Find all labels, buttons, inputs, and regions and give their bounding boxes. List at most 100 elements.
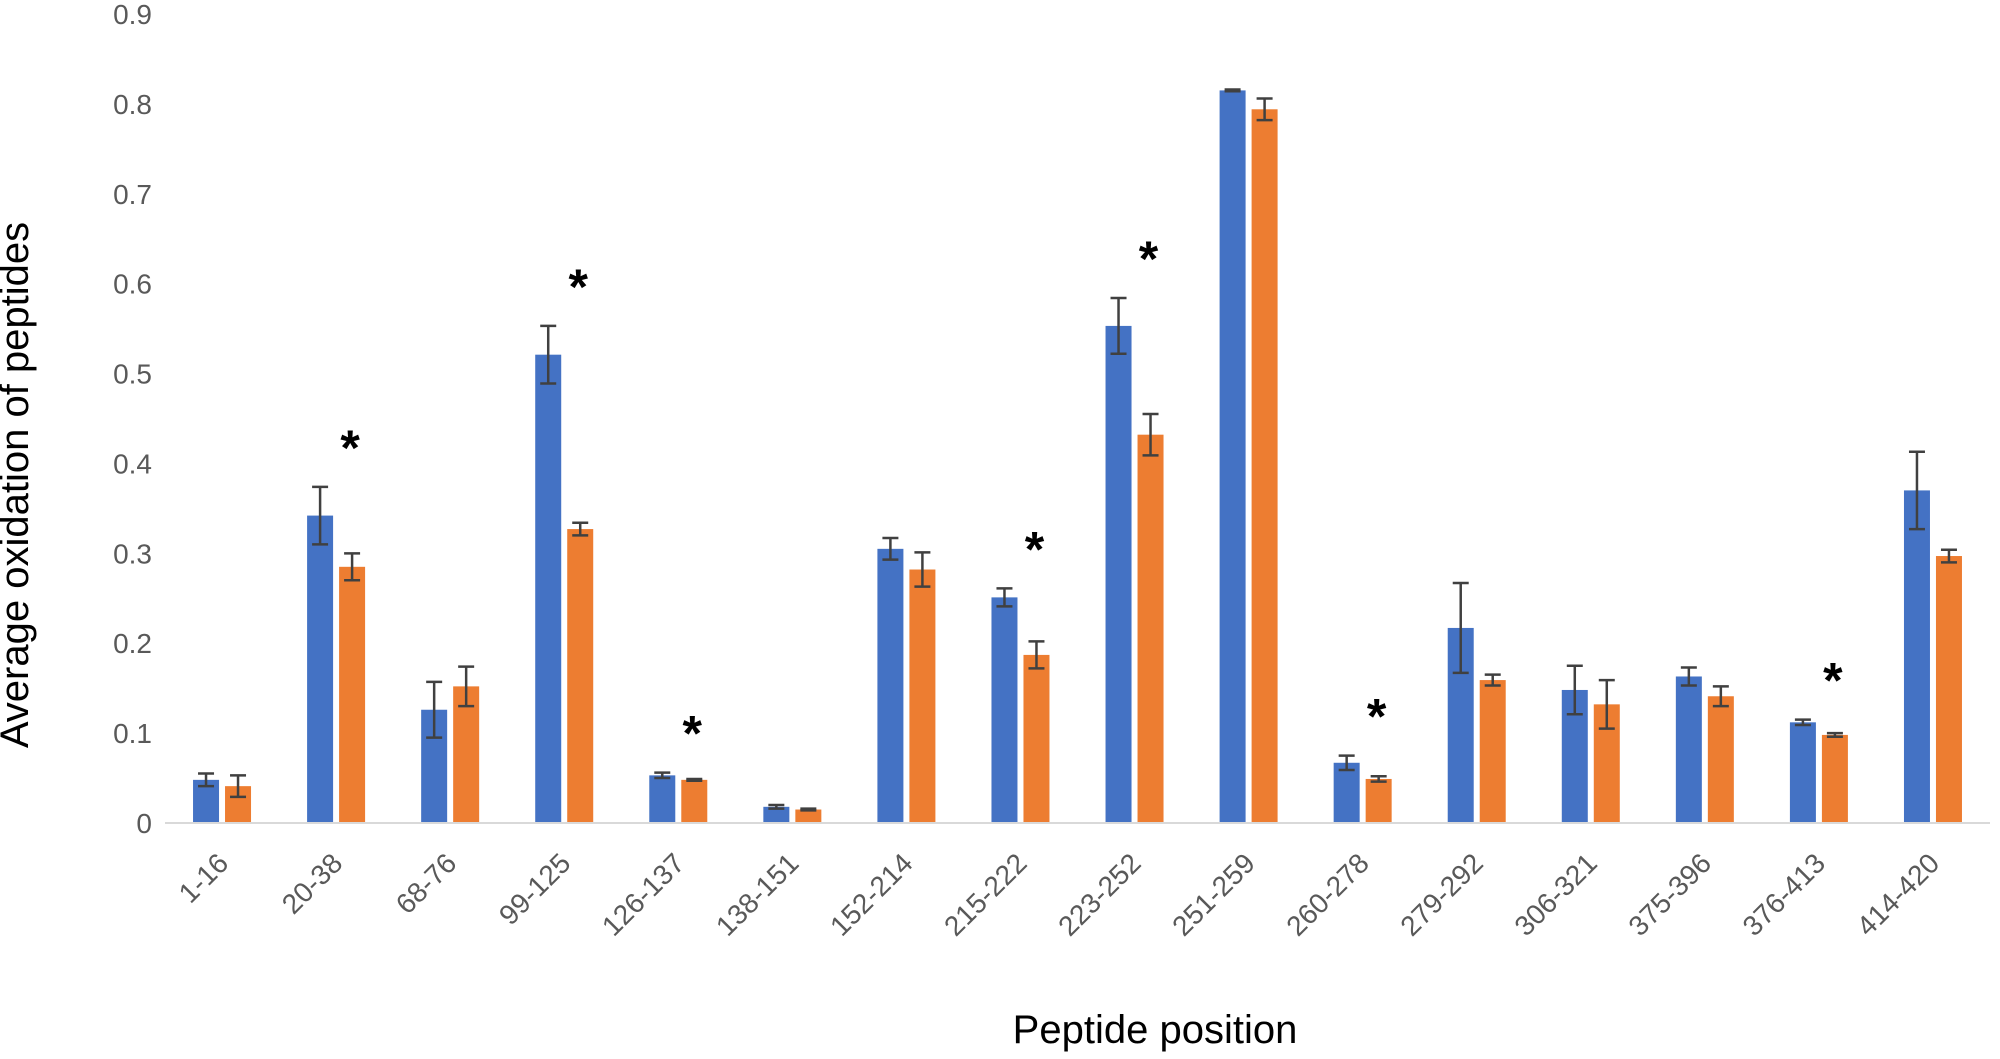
bar-series-1	[1219, 90, 1246, 823]
x-tick-label: 126-137	[596, 847, 691, 942]
y-tick-label: 0.5	[113, 359, 152, 390]
bar-series-1	[1903, 490, 1930, 823]
bar-series-1	[1105, 325, 1132, 823]
x-tick-label: 215-222	[938, 847, 1033, 942]
x-tick-label: 376-413	[1737, 847, 1832, 942]
error-bar	[800, 807, 817, 812]
error-bar	[1908, 450, 1925, 531]
error-bar	[1224, 88, 1241, 93]
bar-series-1	[1789, 722, 1816, 823]
x-axis-title: Peptide position	[1013, 1008, 1298, 1052]
bar-series-1	[307, 515, 334, 823]
bar-series-2	[1137, 434, 1164, 823]
error-bar	[1338, 754, 1355, 772]
y-tick-label: 0.8	[113, 89, 152, 120]
bar-series-1	[649, 775, 676, 823]
y-tick-label: 0	[136, 808, 152, 839]
error-bar	[1794, 718, 1811, 727]
x-tick-label: 375-396	[1622, 847, 1717, 942]
y-tick-label: 0.9	[113, 0, 152, 30]
significance-star: *	[340, 420, 360, 476]
error-bar	[230, 774, 247, 799]
bar-series-1	[877, 548, 904, 823]
x-tick-label: 223-252	[1052, 847, 1147, 942]
y-tick-label: 0.2	[113, 628, 152, 659]
significance-star: *	[568, 259, 588, 315]
error-bar	[1680, 666, 1697, 687]
bar-series-2	[1479, 680, 1506, 823]
x-tick-label: 414-420	[1851, 847, 1946, 942]
bar-series-2	[795, 809, 822, 823]
error-bar	[1142, 412, 1159, 457]
error-bar	[996, 587, 1013, 608]
error-bar	[1370, 775, 1387, 783]
y-axis-title: Average oxidation of peptides	[0, 222, 37, 748]
error-bar	[1028, 640, 1045, 670]
x-tick-label: 152-214	[824, 847, 919, 942]
x-tick-label: 260-278	[1280, 847, 1375, 942]
x-tick-label: 279-292	[1394, 847, 1489, 942]
error-bar	[1484, 673, 1501, 687]
significance-star: *	[1367, 689, 1387, 745]
significance-star: *	[1139, 231, 1159, 287]
bar-series-2	[453, 686, 480, 823]
x-tick-label: 306-321	[1508, 847, 1603, 942]
error-bar	[426, 680, 443, 739]
error-bar	[540, 324, 557, 385]
bar-series-1	[763, 806, 790, 823]
bar-series-1	[991, 597, 1018, 823]
error-bar	[654, 771, 671, 780]
error-bar	[1110, 296, 1127, 356]
bar-series-2	[1251, 109, 1278, 823]
bar-series-2	[1935, 556, 1962, 823]
error-bar	[914, 551, 931, 588]
significance-star: *	[1823, 653, 1843, 709]
bar-series-2	[339, 566, 366, 823]
bar-series-2	[1821, 734, 1848, 823]
bar-series-1	[1675, 676, 1702, 823]
bar-series-1	[535, 354, 562, 823]
x-axis-ticks: 1-16 20-38 68-76 99-125 126-137 138-151 152-21…	[173, 847, 1945, 942]
y-axis-ticks: 0 0.1 0.2 0.3 0.4 0.5 0.6 0.7 0.8 0.9	[113, 0, 152, 839]
error-bar	[768, 803, 785, 810]
x-tick-label: 68-76	[390, 847, 463, 920]
y-tick-label: 0.3	[113, 538, 152, 569]
error-bar	[1598, 678, 1615, 730]
error-bar	[1566, 664, 1583, 716]
y-tick-label: 0.7	[113, 179, 152, 210]
bar-series-1	[1333, 762, 1360, 823]
bars	[193, 90, 1962, 823]
y-tick-label: 0.1	[113, 718, 152, 749]
bar-series-2	[567, 529, 594, 823]
error-bar	[1826, 731, 1843, 738]
x-tick-label: 138-151	[710, 847, 805, 942]
error-bar	[1256, 97, 1273, 122]
x-tick-label: 1-16	[173, 847, 235, 909]
bar-series-2	[681, 779, 708, 823]
significance-star: *	[683, 706, 703, 762]
bar-series-2	[1707, 696, 1734, 823]
bar-series-2	[909, 569, 936, 823]
error-bar	[1712, 685, 1729, 708]
error-bar	[686, 777, 703, 783]
error-bar	[1452, 581, 1469, 675]
error-bar	[344, 552, 361, 582]
significance-markers: * * * * * * *	[340, 231, 1843, 762]
bar-series-2	[1023, 654, 1050, 823]
error-bar	[882, 536, 899, 561]
y-tick-label: 0.4	[113, 448, 152, 479]
x-tick-label: 99-125	[493, 847, 577, 931]
error-bar	[1940, 548, 1957, 564]
significance-star: *	[1025, 521, 1045, 577]
x-tick-label: 251-259	[1166, 847, 1261, 942]
bar-series-2	[1365, 778, 1392, 823]
error-bar	[198, 772, 215, 788]
error-bars	[198, 88, 1957, 812]
x-tick-label: 20-38	[276, 847, 349, 920]
error-bar	[572, 521, 589, 537]
y-tick-label: 0.6	[113, 269, 152, 300]
error-bar	[312, 485, 329, 546]
error-bar	[458, 665, 475, 708]
